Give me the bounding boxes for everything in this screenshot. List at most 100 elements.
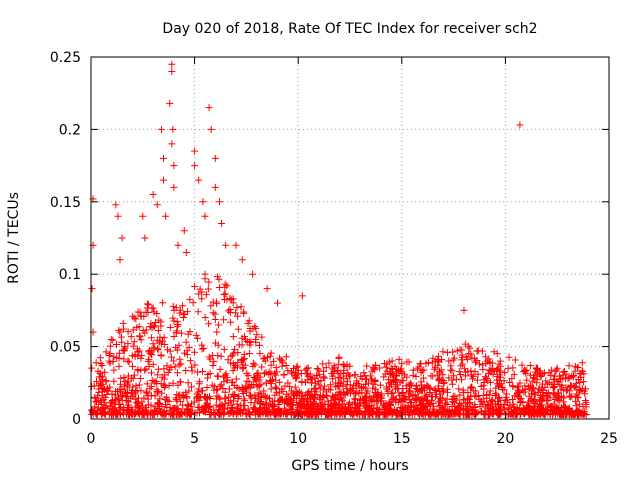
data-point <box>321 374 329 382</box>
data-point <box>283 390 291 398</box>
data-point <box>115 400 123 408</box>
data-point <box>174 369 182 377</box>
data-point <box>169 302 177 310</box>
data-point <box>191 348 199 356</box>
data-point <box>120 346 128 354</box>
data-point <box>128 362 136 370</box>
data-point <box>179 302 187 310</box>
data-point <box>379 401 387 409</box>
data-point <box>373 404 381 412</box>
data-point <box>334 367 342 375</box>
data-point <box>553 364 561 372</box>
data-point <box>389 389 397 397</box>
data-point <box>251 404 259 412</box>
data-point <box>403 373 411 381</box>
data-point <box>552 404 560 412</box>
data-point <box>92 397 100 405</box>
data-point <box>120 355 128 363</box>
chart-title: Day 020 of 2018, Rate Of TEC Index for r… <box>162 21 537 37</box>
x-tick-labels: 0 5 10 15 20 25 <box>87 431 618 447</box>
data-point <box>142 404 150 412</box>
data-point <box>170 306 178 314</box>
data-point <box>355 400 363 408</box>
data-point <box>186 357 194 365</box>
data-point <box>211 382 219 390</box>
data-point <box>256 410 264 418</box>
data-point <box>395 355 403 363</box>
data-point <box>206 403 214 411</box>
data-point <box>523 403 531 411</box>
data-point <box>133 323 141 331</box>
data-point <box>467 383 475 391</box>
data-point <box>305 388 313 396</box>
data-point <box>205 278 213 286</box>
data-point <box>127 333 135 341</box>
data-point <box>552 366 560 374</box>
data-point <box>134 308 142 316</box>
data-point <box>267 380 275 388</box>
data-point <box>537 406 545 414</box>
data-point <box>370 380 378 388</box>
data-point <box>369 384 377 392</box>
data-point <box>320 394 328 402</box>
data-point <box>275 400 283 408</box>
data-point <box>317 377 325 385</box>
data-point <box>385 399 393 407</box>
data-point <box>218 220 226 228</box>
data-point <box>466 399 474 407</box>
data-point <box>258 333 266 341</box>
data-point <box>249 270 257 278</box>
data-point <box>274 406 282 414</box>
data-point <box>88 382 96 390</box>
data-point <box>374 396 382 404</box>
data-point <box>231 345 239 353</box>
data-point <box>245 317 253 325</box>
data-point <box>480 411 488 419</box>
x-axis-label: GPS time / hours <box>291 458 408 474</box>
data-point <box>157 318 165 326</box>
data-point <box>207 302 215 310</box>
data-point <box>572 393 580 401</box>
data-point <box>204 285 212 293</box>
data-point <box>521 410 529 418</box>
data-point <box>437 366 445 374</box>
data-point <box>134 408 142 416</box>
data-point <box>229 351 237 359</box>
data-point <box>173 346 181 354</box>
data-point <box>191 162 199 170</box>
data-point <box>160 334 168 342</box>
data-point <box>481 373 489 381</box>
data-point <box>398 369 406 377</box>
data-point <box>428 393 436 401</box>
data-point <box>133 398 141 406</box>
data-point <box>455 411 463 419</box>
data-point <box>448 376 456 384</box>
data-point <box>203 399 211 407</box>
data-point <box>248 393 256 401</box>
data-point <box>568 411 576 419</box>
data-point <box>222 241 230 249</box>
data-point <box>211 154 219 162</box>
data-point <box>546 402 554 410</box>
data-point <box>243 411 251 419</box>
data-point <box>545 379 553 387</box>
data-point <box>542 377 550 385</box>
data-point <box>121 377 129 385</box>
data-point <box>416 360 424 368</box>
data-point <box>551 391 559 399</box>
data-point <box>192 331 200 339</box>
data-point <box>580 370 588 378</box>
data-point <box>412 401 420 409</box>
data-point <box>496 357 504 365</box>
data-point <box>154 410 162 418</box>
data-point <box>506 402 514 410</box>
data-point <box>380 360 388 368</box>
data-point <box>365 379 373 387</box>
data-point <box>362 393 370 401</box>
data-point <box>382 363 390 371</box>
data-point <box>195 385 203 393</box>
data-point <box>472 410 480 418</box>
data-point <box>243 388 251 396</box>
data-point <box>525 398 533 406</box>
data-point <box>216 402 224 410</box>
